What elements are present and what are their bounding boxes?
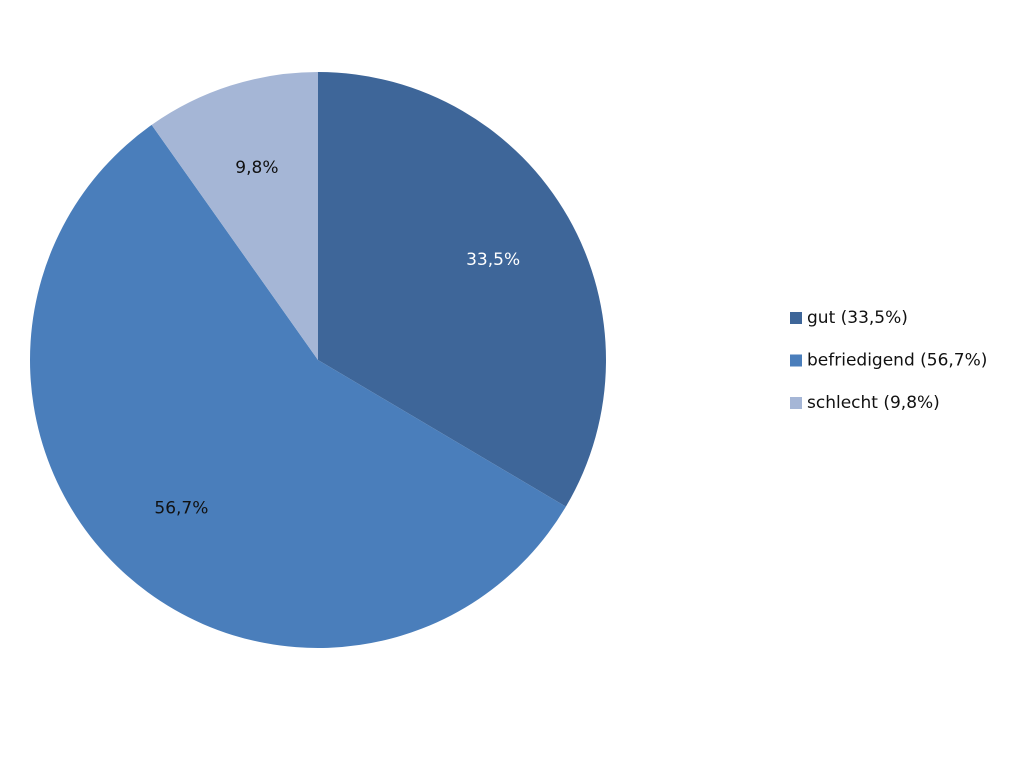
pie-slice <box>318 72 606 507</box>
legend-swatch <box>790 312 802 324</box>
legend-swatch <box>790 354 802 367</box>
legend-label: befriedigend (56,7%) <box>807 351 987 371</box>
data-label: 33,5% <box>466 250 520 270</box>
legend-label: schlecht (9,8%) <box>807 393 940 413</box>
data-label: 56,7% <box>154 498 208 518</box>
legend-swatch <box>790 397 802 409</box>
pie-slice <box>29 124 566 649</box>
pie-slice <box>151 72 318 360</box>
data-label: 9,8% <box>235 158 278 178</box>
legend-label: gut (33,5%) <box>807 308 908 328</box>
